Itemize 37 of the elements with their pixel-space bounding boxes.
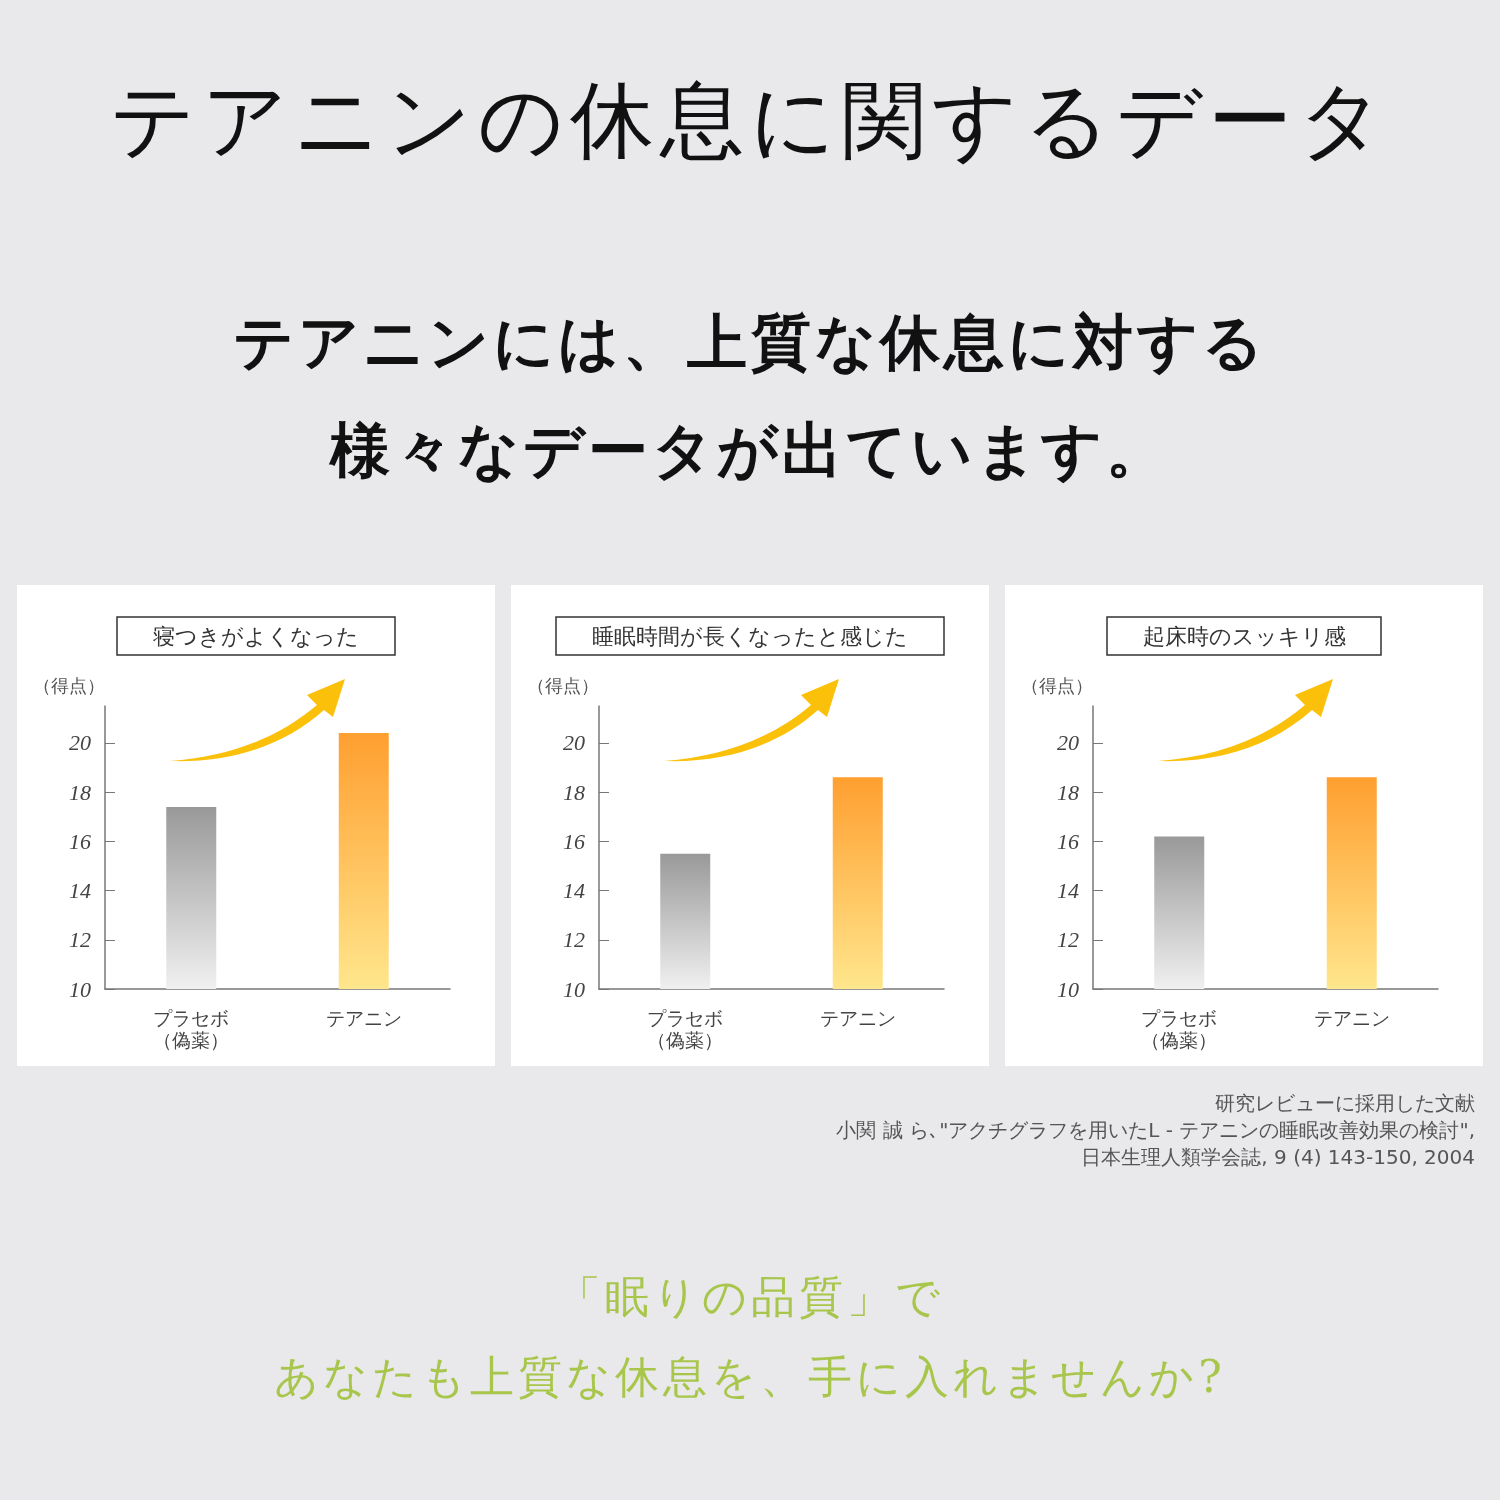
y-tick-label: 12 (1057, 927, 1079, 953)
text: 「眠りの品質」で (555, 1270, 945, 1324)
y-tick-label: 20 (563, 730, 585, 756)
x-tick-label: テアニン (325, 1007, 402, 1029)
y-axis-title: （得点） (33, 674, 105, 696)
y-axis-title: （得点） (527, 674, 599, 696)
chart-title: 起床時のスッキリ感 (1142, 623, 1346, 649)
text: 研究レビューに採用した文献 (1214, 1090, 1475, 1117)
text: 小関 誠 ら､"アクチグラフを用いたL - テアニンの睡眠改善効果の検討", (836, 1117, 1475, 1144)
y-tick-label: 14 (1057, 878, 1079, 904)
y-tick-label: 14 (563, 878, 585, 904)
y-tick-label: 12 (69, 927, 91, 953)
y-tick-label: 18 (563, 779, 585, 805)
x-tick-label: テアニン (1313, 1007, 1390, 1029)
y-tick-label: 18 (69, 779, 91, 805)
chart-title: 寝つきがよくなった (153, 623, 359, 649)
text: テアニンの休息に関するデータ (109, 70, 1391, 171)
chart-title: 睡眠時間が長くなったと感じた (592, 623, 908, 649)
x-tick-label: プラセボ（偽薬） (153, 1007, 230, 1051)
y-tick-label: 14 (69, 878, 91, 904)
y-tick-label: 10 (69, 976, 91, 1002)
y-axis-title: （得点） (1021, 674, 1093, 696)
y-tick-label: 16 (563, 828, 585, 854)
text: テアニンには、上質な休息に対する様々なデータが出ています。 (232, 306, 1268, 487)
text: あなたも上質な休息を、手に入れませんか? (273, 1350, 1227, 1404)
x-tick-label: テアニン (819, 1007, 896, 1029)
y-tick-label: 20 (69, 730, 91, 756)
x-tick-label: プラセボ（偽薬） (647, 1007, 724, 1051)
text: 日本生理人類学会誌, 9 (4) 143-150, 2004 (1080, 1144, 1475, 1171)
y-tick-label: 16 (1057, 828, 1079, 854)
y-tick-label: 20 (1057, 730, 1079, 756)
y-tick-label: 12 (563, 927, 585, 953)
y-tick-label: 16 (69, 828, 91, 854)
y-tick-label: 10 (563, 976, 585, 1002)
y-tick-label: 10 (1057, 976, 1079, 1002)
x-tick-label: プラセボ（偽薬） (1141, 1007, 1218, 1051)
y-tick-label: 18 (1057, 779, 1079, 805)
